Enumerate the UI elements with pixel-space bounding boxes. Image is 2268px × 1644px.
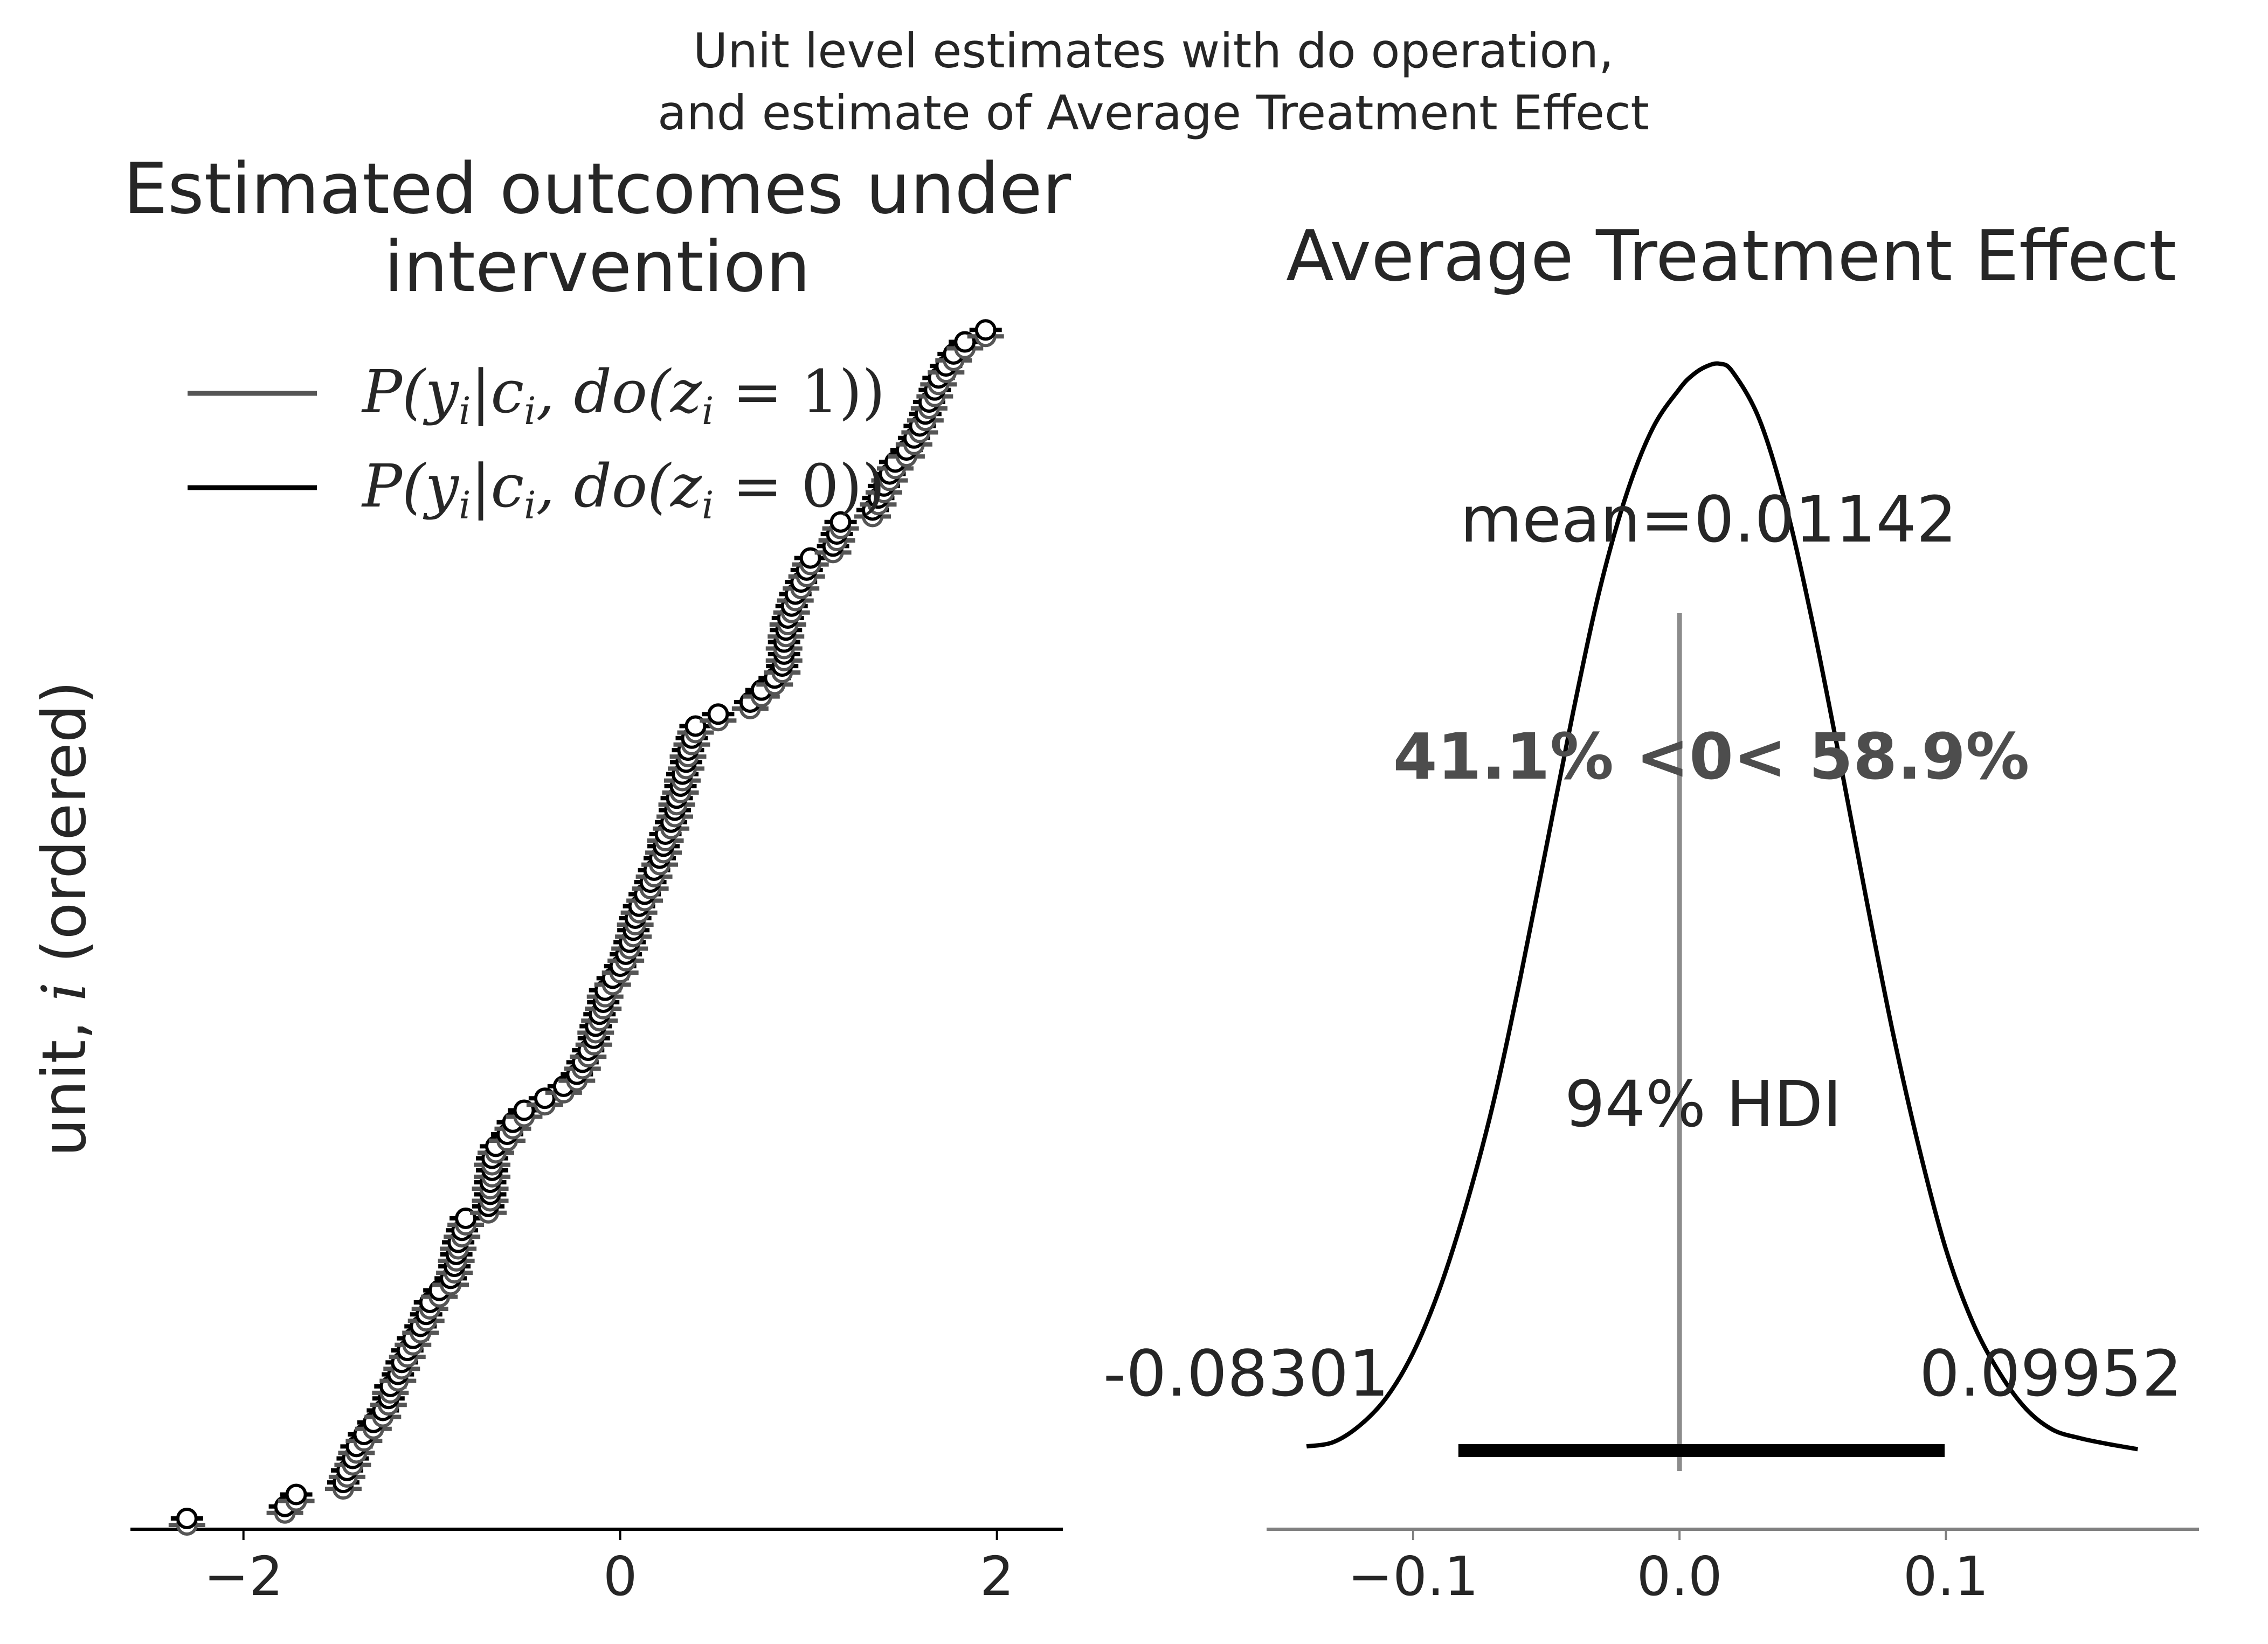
y-label-suffix: (ordered)	[30, 681, 100, 982]
point-do-z0	[176, 1508, 198, 1529]
left-x-tick-label: 2	[980, 1545, 1014, 1608]
left-x-ticks: −2 0 2	[204, 1529, 1014, 1608]
left-panel-title-line-2: intervention	[384, 226, 810, 308]
left-panel-title-line-1: Estimated outcomes under	[123, 148, 1071, 230]
y-label-prefix: unit,	[30, 1001, 100, 1156]
hdi-upper-label: 0.09952	[1919, 1336, 2182, 1411]
left-series-group	[168, 319, 1004, 1536]
legend-label-do-z0: P(yi|ci, do(zi = 0))	[361, 452, 885, 528]
point-do-z0	[707, 703, 729, 725]
right-x-tick-label: −0.1	[1347, 1545, 1478, 1608]
right-x-tick-label: 0.0	[1637, 1545, 1723, 1608]
point-do-z0	[974, 319, 997, 341]
posterior-density-curve	[1306, 361, 2138, 1452]
right-panel-title: Average Treatment Effect	[1286, 215, 2176, 297]
hdi-lower-label: -0.08301	[1103, 1336, 1389, 1411]
unit-estimates-panel: Estimated outcomes under intervention un…	[30, 148, 1071, 1608]
right-x-tick-label: 0.1	[1903, 1545, 1989, 1608]
left-x-tick-label: −2	[204, 1545, 283, 1608]
ate-panel: Average Treatment Effect −0.1 0.0 0.1 mean…	[1103, 215, 2199, 1608]
point-do-z0	[829, 511, 852, 533]
legend: P(yi|ci, do(zi = 1)) P(yi|ci, do(zi = 0)…	[188, 357, 885, 528]
hdi-label: 94% HDI	[1565, 1067, 1842, 1141]
left-x-tick-label: 0	[603, 1545, 638, 1608]
suptitle-line-1: Unit level estimates with do operation,	[693, 23, 1614, 79]
left-y-axis-label: unit, i (ordered)	[30, 681, 100, 1156]
suptitle-line-2: and estimate of Average Treatment Effect	[658, 85, 1649, 141]
y-label-variable: i	[30, 982, 100, 1002]
right-x-ticks: −0.1 0.0 0.1	[1347, 1529, 1989, 1608]
mean-label: mean=0.01142	[1460, 482, 1956, 557]
probability-label: 41.1% <0< 58.9%	[1393, 719, 2030, 794]
point-do-z0	[285, 1483, 307, 1506]
legend-label-do-z1: P(yi|ci, do(zi = 1))	[361, 357, 885, 433]
